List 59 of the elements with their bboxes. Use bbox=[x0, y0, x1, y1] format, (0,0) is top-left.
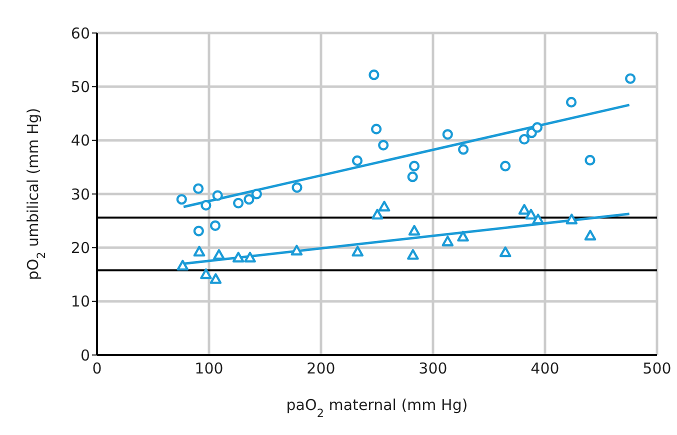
point bbox=[458, 144, 469, 155]
x-tick-label: 100 bbox=[194, 360, 224, 378]
x-axis-title: paO$_{2}$ maternal (mm Hg) bbox=[286, 396, 468, 420]
point bbox=[193, 226, 204, 236]
y-tick-label: 40 bbox=[70, 132, 90, 150]
point bbox=[407, 172, 418, 182]
point bbox=[193, 246, 206, 257]
y-tick-label: 60 bbox=[70, 24, 90, 42]
point bbox=[442, 236, 454, 246]
point bbox=[176, 260, 189, 271]
x-tick-label: 400 bbox=[530, 360, 560, 378]
point bbox=[292, 182, 302, 193]
point bbox=[625, 73, 636, 84]
point bbox=[210, 220, 221, 231]
y-tick-label: 0 bbox=[80, 346, 90, 364]
point bbox=[352, 155, 363, 166]
point bbox=[232, 252, 244, 262]
point bbox=[371, 124, 382, 134]
point bbox=[408, 160, 420, 172]
point bbox=[457, 230, 469, 242]
point bbox=[532, 122, 543, 133]
point bbox=[407, 249, 419, 260]
point bbox=[584, 230, 596, 240]
point bbox=[244, 252, 256, 262]
point bbox=[251, 188, 262, 200]
point bbox=[500, 160, 511, 172]
point bbox=[408, 224, 420, 236]
point bbox=[442, 129, 453, 140]
point bbox=[525, 208, 537, 220]
point bbox=[518, 134, 530, 145]
point bbox=[210, 273, 222, 284]
point bbox=[244, 194, 254, 205]
point bbox=[200, 200, 212, 211]
point bbox=[213, 249, 225, 260]
point bbox=[499, 246, 512, 258]
point bbox=[518, 204, 530, 215]
x-tick-label: 200 bbox=[306, 360, 336, 378]
y-tick-label: 10 bbox=[70, 292, 90, 311]
x-tick-label: 300 bbox=[418, 360, 448, 378]
y-tick-label: 20 bbox=[70, 238, 90, 257]
point bbox=[378, 140, 389, 150]
point bbox=[290, 244, 303, 256]
point bbox=[584, 154, 596, 166]
point bbox=[193, 183, 204, 194]
point bbox=[371, 208, 384, 220]
x-tick-label: 0 bbox=[92, 360, 102, 378]
y-tick-label: 50 bbox=[70, 78, 90, 96]
point bbox=[566, 96, 577, 108]
point bbox=[566, 214, 578, 224]
point bbox=[212, 190, 223, 201]
point bbox=[378, 200, 390, 212]
x-tick-label: 500 bbox=[642, 360, 672, 378]
point bbox=[200, 268, 212, 280]
point bbox=[352, 246, 364, 257]
point bbox=[532, 214, 544, 224]
point bbox=[176, 194, 187, 205]
point bbox=[233, 198, 244, 208]
point bbox=[368, 70, 380, 80]
y-tick-label: 30 bbox=[70, 185, 90, 204]
